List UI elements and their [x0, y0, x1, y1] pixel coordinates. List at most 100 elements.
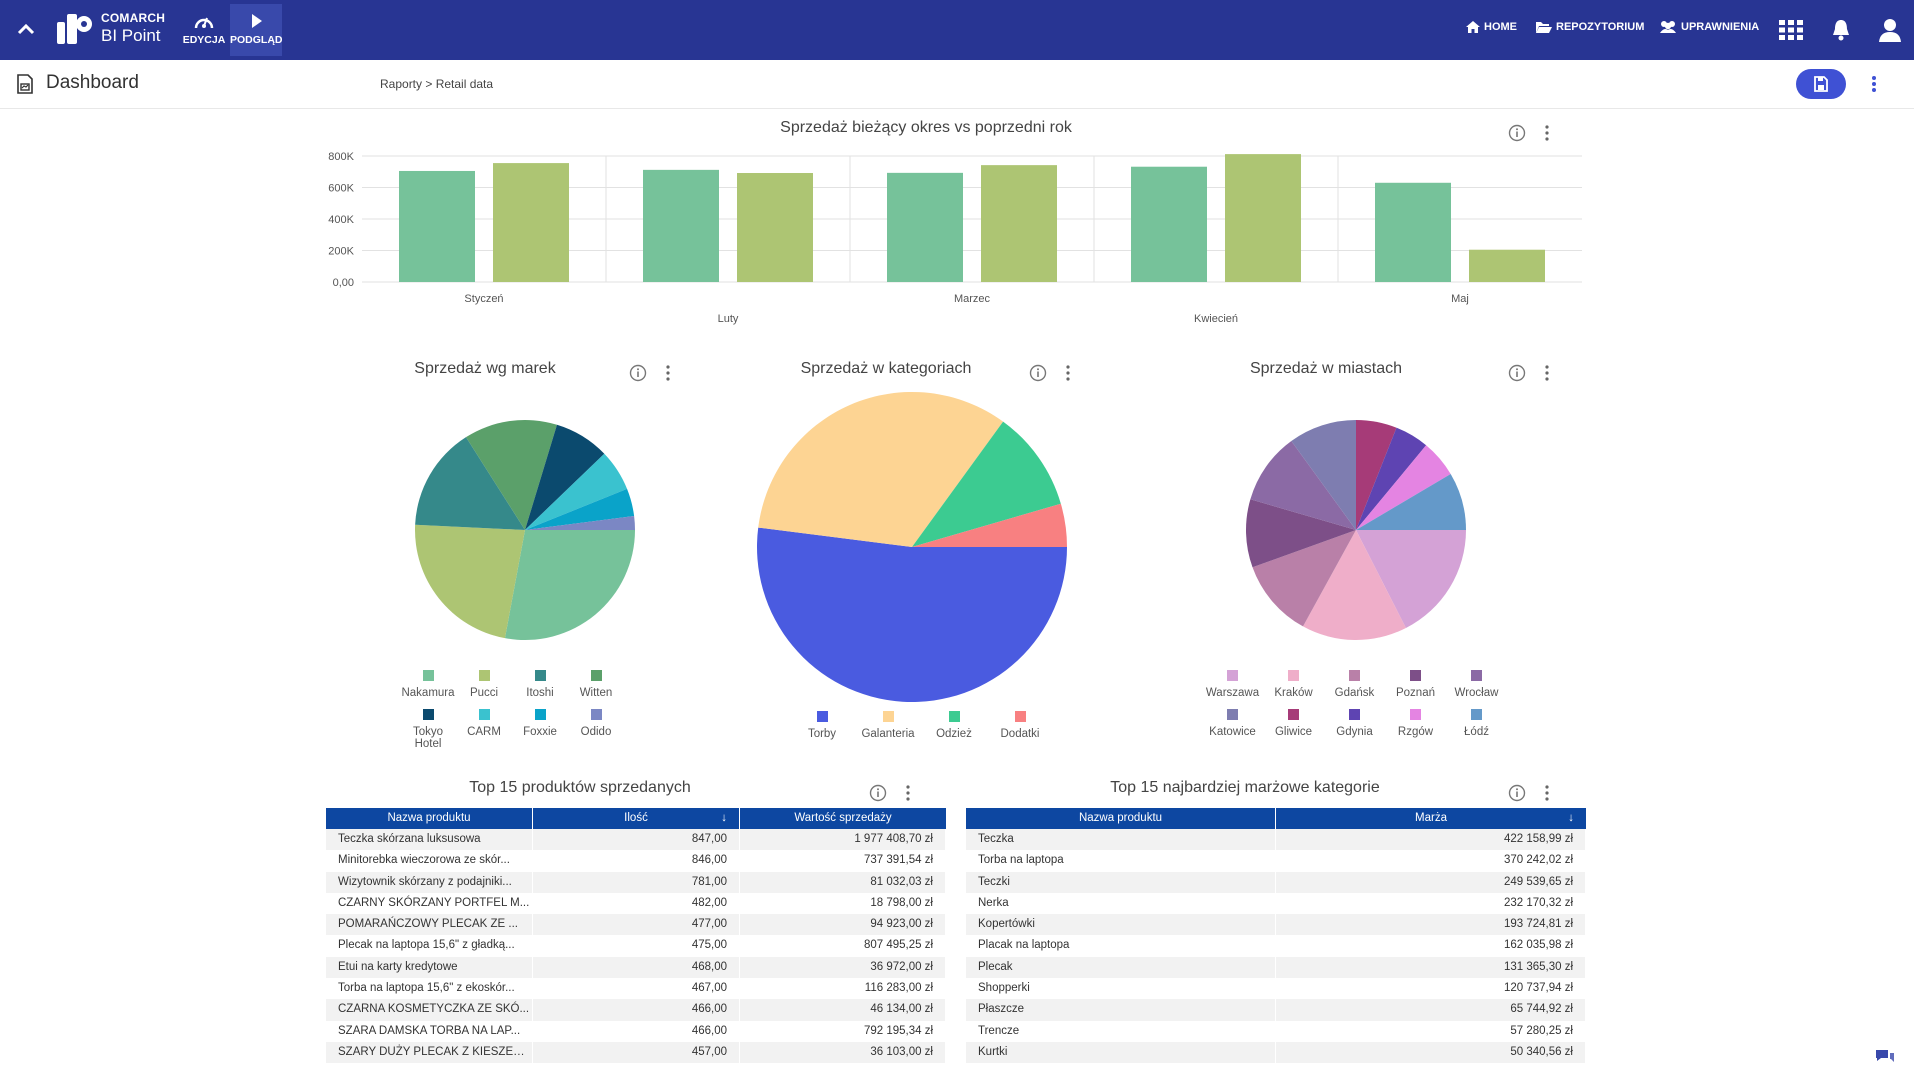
pie-slice-warszawa[interactable] — [1356, 530, 1466, 629]
legend-item[interactable]: Pucci — [456, 670, 512, 699]
legend-item[interactable]: Dodatki — [987, 711, 1053, 740]
table-row[interactable]: SZARA DAMSKA TORBA NA LAP... 466,00 792 19… — [326, 1020, 946, 1042]
breadcrumb[interactable]: Raporty > Retail data — [380, 77, 494, 91]
more-options-icon[interactable] — [1544, 364, 1550, 382]
chat-icon[interactable] — [1874, 1046, 1896, 1068]
bar-Maj-series2[interactable] — [1469, 249, 1545, 282]
nav-permissions[interactable]: UPRAWNIENIA — [1658, 20, 1759, 34]
table-row[interactable]: Minitorebka wieczorowa ze skór... 846,00 7… — [326, 850, 946, 872]
table-row[interactable]: CZARNA KOSMETYCZKA ZE SKÓ... 466,00 46 134… — [326, 999, 946, 1021]
legend-item[interactable]: Galanteria — [855, 711, 921, 740]
legend-item[interactable]: Foxxie — [512, 709, 568, 750]
preview-mode-button[interactable]: PODGLĄD — [230, 4, 283, 56]
table-row[interactable]: Kurtki 50 340,56 zł — [966, 1041, 1586, 1064]
column-header-margin[interactable]: Marża ↓ — [1276, 808, 1586, 829]
save-button[interactable] — [1796, 69, 1846, 99]
legend-item[interactable]: Gdynia — [1324, 709, 1385, 738]
pie-slice-poznań[interactable] — [1246, 499, 1356, 568]
sort-down-arrow-icon[interactable]: ↓ — [721, 812, 727, 824]
info-icon[interactable] — [1508, 124, 1526, 142]
pie-slice-witten[interactable] — [465, 420, 557, 530]
table-row[interactable]: Placak na laptopa 162 035,98 zł — [966, 935, 1586, 957]
pie-slice-odido[interactable] — [525, 516, 635, 530]
table-row[interactable]: Nerka 232 170,32 zł — [966, 892, 1586, 915]
legend-item[interactable]: Katowice — [1202, 709, 1263, 738]
bar-Maj-series1[interactable] — [1375, 182, 1451, 282]
chevron-up-icon[interactable] — [14, 18, 38, 42]
pie-slice-gdynia[interactable] — [1356, 427, 1427, 530]
legend-item[interactable]: Gliwice — [1263, 709, 1324, 738]
pie-slice-katowice[interactable] — [1291, 420, 1356, 530]
column-header-product[interactable]: Nazwa produktu — [326, 808, 533, 829]
pie-slice-pucci[interactable] — [415, 524, 525, 639]
legend-item[interactable]: Odzież — [921, 711, 987, 740]
info-icon[interactable] — [1508, 784, 1526, 802]
more-options-icon[interactable] — [905, 784, 911, 802]
pie-slice-gdańsk[interactable] — [1252, 530, 1356, 627]
pie-slice-łódź[interactable] — [1356, 474, 1466, 530]
table-row[interactable]: Plecak 131 365,30 zł — [966, 956, 1586, 979]
info-icon[interactable] — [629, 364, 647, 382]
legend-item[interactable]: Torby — [789, 711, 855, 740]
pie-slice-kraków[interactable] — [1303, 530, 1406, 640]
nav-repository[interactable]: REPOZYTORIUM — [1535, 20, 1644, 34]
legend-item[interactable]: Tokyo Hotel — [400, 709, 456, 750]
bar-Styczeń-series1[interactable] — [399, 170, 475, 282]
legend-item[interactable]: Itoshi — [512, 670, 568, 699]
legend-item[interactable]: Warszawa — [1202, 670, 1263, 699]
legend-item[interactable]: Rzgów — [1385, 709, 1446, 738]
pie-slice-nakamura[interactable] — [504, 530, 635, 640]
bar-Marzec-series2[interactable] — [981, 165, 1057, 282]
table-row[interactable]: Kopertówki 193 724,81 zł — [966, 914, 1586, 936]
pie-slice-itoshi[interactable] — [415, 437, 525, 530]
table-row[interactable]: SZARY DUŻY PLECAK Z KIESZENI... 457,00 36 … — [326, 1041, 946, 1064]
table-row[interactable]: POMARAŃCZOWY PLECAK ZE ... 477,00 94 923,0… — [326, 914, 946, 936]
apps-grid-icon[interactable] — [1778, 17, 1804, 43]
bar-Kwiecień-series2[interactable] — [1225, 154, 1301, 282]
pie-slice-foxxie[interactable] — [525, 488, 635, 530]
pie-slice-gliwice[interactable] — [1356, 420, 1397, 530]
table-row[interactable]: Teczka 422 158,99 zł — [966, 829, 1586, 851]
more-options-icon[interactable] — [1544, 124, 1550, 142]
table-row[interactable]: Trencze 57 280,25 zł — [966, 1020, 1586, 1042]
column-header-product[interactable]: Nazwa produktu — [966, 808, 1276, 829]
pie-slice-wrocław[interactable] — [1250, 441, 1356, 530]
legend-item[interactable]: Poznań — [1385, 670, 1446, 699]
info-icon[interactable] — [869, 784, 887, 802]
sort-down-arrow-icon[interactable]: ↓ — [1568, 812, 1574, 824]
legend-item[interactable]: Witten — [568, 670, 624, 699]
user-avatar-icon[interactable] — [1877, 17, 1903, 43]
pie-slice-galanteria[interactable] — [758, 391, 1004, 547]
pie-slice-odzież[interactable] — [912, 421, 1061, 547]
legend-item[interactable]: Gdańsk — [1324, 670, 1385, 699]
bar-Styczeń-series2[interactable] — [493, 163, 569, 282]
more-options-icon[interactable] — [1544, 784, 1550, 802]
legend-item[interactable]: Nakamura — [400, 670, 456, 699]
bar-Luty-series1[interactable] — [643, 169, 719, 282]
legend-item[interactable]: Wrocław — [1446, 670, 1507, 699]
table-row[interactable]: Płaszcze 65 744,92 zł — [966, 999, 1586, 1021]
table-row[interactable]: Torba na laptopa 370 242,02 zł — [966, 850, 1586, 872]
pie-slice-rzgów[interactable] — [1356, 445, 1451, 530]
nav-home[interactable]: HOME — [1465, 20, 1517, 34]
table-row[interactable]: Etui na karty kredytowe 468,00 36 972,00 z… — [326, 956, 946, 979]
legend-item[interactable]: Łódź — [1446, 709, 1507, 738]
info-icon[interactable] — [1029, 364, 1047, 382]
column-header-sales-value[interactable]: Wartość sprzedaży — [740, 808, 946, 829]
pie-slice-carm[interactable] — [525, 453, 628, 530]
pie-slice-tokyo-hotel[interactable] — [525, 424, 605, 530]
column-header-quantity[interactable]: Ilość ↓ — [533, 808, 740, 829]
bar-Luty-series2[interactable] — [737, 173, 813, 282]
edit-mode-button[interactable]: EDYCJA — [178, 4, 230, 56]
legend-item[interactable]: CARM — [456, 709, 512, 750]
bar-Kwiecień-series1[interactable] — [1131, 166, 1207, 282]
more-options-icon[interactable] — [1065, 364, 1071, 382]
table-row[interactable]: Plecak na laptopa 15,6" z gładką... 475,0… — [326, 935, 946, 957]
legend-item[interactable]: Odido — [568, 709, 624, 750]
table-row[interactable]: Teczka skórzana luksusowa 847,00 1 977 408… — [326, 829, 946, 851]
more-options-icon[interactable] — [665, 364, 671, 382]
table-row[interactable]: Teczki 249 539,65 zł — [966, 871, 1586, 893]
info-icon[interactable] — [1508, 364, 1526, 382]
legend-item[interactable]: Kraków — [1263, 670, 1324, 699]
pie-slice-torby[interactable] — [757, 527, 1067, 702]
